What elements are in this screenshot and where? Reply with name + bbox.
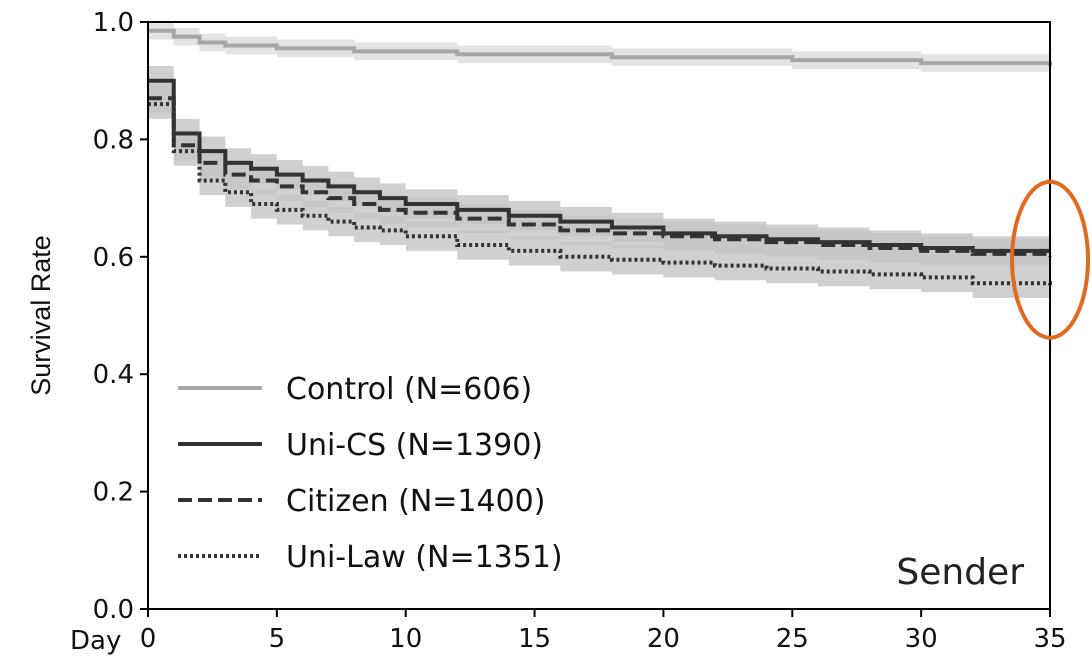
legend-label: Control (N=606) <box>286 372 532 407</box>
x-tick-label: 5 <box>269 624 286 654</box>
series-line-2 <box>148 96 1052 257</box>
x-tick-label: 35 <box>1033 624 1066 654</box>
x-tick-label: 30 <box>905 624 938 654</box>
confidence-bands <box>148 22 1050 301</box>
panel-label: Sender <box>896 552 1024 593</box>
ci-band-3 <box>148 89 1050 301</box>
legend-label: Uni-CS (N=1390) <box>286 428 543 463</box>
x-tick-label: 0 <box>140 624 157 654</box>
series-line-3 <box>148 102 1052 287</box>
legend-label: Uni-Law (N=1351) <box>286 540 563 575</box>
plot-frame <box>147 21 1051 610</box>
x-tick-label: 20 <box>647 624 680 654</box>
x-tick-label: 10 <box>389 624 422 654</box>
axis-ticks: 0 5 10 15 20 25 30 35 0.0 0.2 0.4 0.6 0.8 1.0 <box>93 8 1067 654</box>
legend: Control (N=606) Uni-CS (N=1390) Citizen (N… <box>178 372 563 575</box>
x-tick-label: 15 <box>518 624 551 654</box>
x-tick-label: 25 <box>776 624 809 654</box>
y-tick-label: 1.0 <box>93 8 134 38</box>
y-tick-label: 0.2 <box>93 478 134 508</box>
highlight-ellipse <box>1010 179 1090 340</box>
y-tick-label: 0.4 <box>93 360 134 390</box>
y-tick-label: 0.8 <box>93 125 134 155</box>
y-tick-label: 0.6 <box>93 243 134 273</box>
legend-label: Citizen (N=1400) <box>286 484 545 519</box>
y-tick-label: 0.0 <box>93 595 134 625</box>
series-lines <box>148 28 1052 287</box>
series-line-0 <box>148 28 1052 67</box>
x-axis-label: Day <box>70 626 121 656</box>
y-axis-label: Survival Rate <box>26 235 56 396</box>
